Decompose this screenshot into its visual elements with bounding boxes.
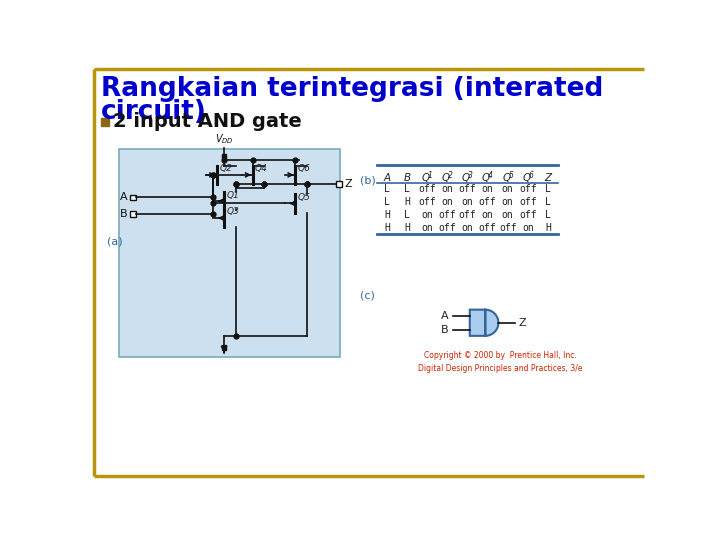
Text: Q3: Q3 [226,207,239,217]
Text: L: L [384,197,390,207]
Text: on: on [441,197,453,207]
Bar [336,181,342,187]
Text: off: off [519,184,536,194]
Text: L: L [384,184,390,194]
Text: 3: 3 [468,171,473,180]
Text: on: on [522,224,534,233]
Text: L: L [545,197,551,207]
Text: off: off [438,224,456,233]
Text: on: on [421,211,433,220]
Text: off: off [479,224,496,233]
Text: Z: Z [544,173,552,183]
Text: Q: Q [522,173,531,183]
Text: off: off [459,211,476,220]
Text: H: H [384,211,390,220]
Text: on: on [502,211,513,220]
Text: L: L [404,211,410,220]
Text: Q1: Q1 [226,191,239,200]
Text: 4: 4 [488,171,493,180]
Text: H: H [404,197,410,207]
Text: on: on [462,224,473,233]
Bar [222,154,226,159]
Bar [130,212,136,217]
Text: Q: Q [502,173,510,183]
Text: off: off [519,211,536,220]
Text: H: H [384,224,390,233]
Text: on: on [502,197,513,207]
Text: A: A [441,311,449,321]
Text: L: L [404,184,410,194]
Text: on: on [482,211,493,220]
Text: B: B [403,173,410,183]
Text: H: H [404,224,410,233]
Bar [101,118,109,126]
Text: off: off [479,197,496,207]
Text: Copyright © 2000 by  Prentice Hall, Inc.
Digital Design Principles and Practices: Copyright © 2000 by Prentice Hall, Inc. … [418,351,583,374]
Text: Q6: Q6 [297,164,310,173]
Text: Q: Q [421,173,430,183]
Bar [130,194,136,200]
Text: 2: 2 [448,171,453,180]
Text: (b): (b) [360,176,375,185]
Text: A: A [383,173,390,183]
Text: 6: 6 [528,171,534,180]
Polygon shape [469,309,498,336]
Text: off: off [418,197,436,207]
Text: L: L [545,211,551,220]
Text: 2 input AND gate: 2 input AND gate [113,112,302,131]
Text: off: off [438,211,456,220]
Bar [120,150,341,357]
Text: Q: Q [462,173,470,183]
Text: on: on [441,184,453,194]
Text: $V_{DD}$: $V_{DD}$ [215,133,233,146]
Text: Q: Q [482,173,490,183]
Text: off: off [519,197,536,207]
Text: Q: Q [441,173,450,183]
Text: on: on [502,184,513,194]
Text: Rangkaian terintegrasi (interated: Rangkaian terintegrasi (interated [101,76,603,102]
Text: Z: Z [344,179,352,189]
Text: L: L [545,184,551,194]
Bar [222,345,226,350]
Text: on: on [482,184,493,194]
Text: Q4: Q4 [255,164,268,173]
Text: H: H [545,224,551,233]
Text: Z: Z [518,318,526,328]
Text: B: B [441,325,449,335]
Text: 1: 1 [428,171,433,180]
Text: on: on [462,197,473,207]
Text: off: off [459,184,476,194]
Text: off: off [499,224,516,233]
Text: Q5: Q5 [297,193,310,202]
Text: on: on [421,224,433,233]
Text: B: B [120,209,127,219]
Text: (a): (a) [107,237,122,247]
Text: circuit): circuit) [101,99,207,125]
Text: (c): (c) [360,291,374,301]
Text: off: off [418,184,436,194]
Text: 5: 5 [508,171,513,180]
Text: Q2: Q2 [220,164,233,173]
Text: A: A [120,192,127,202]
